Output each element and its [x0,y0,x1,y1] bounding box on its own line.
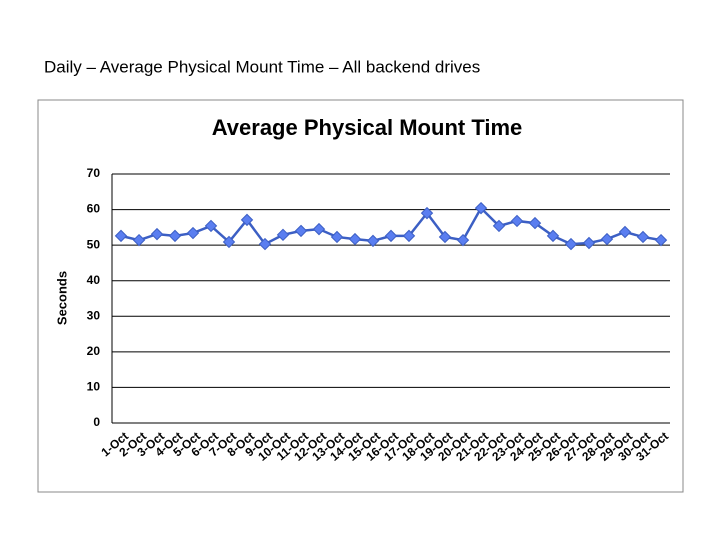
data-point [564,237,578,251]
y-tick-label: 0 [93,415,100,429]
y-tick-label: 40 [87,273,101,287]
data-point [240,213,254,227]
data-point [132,233,146,247]
y-tick-label: 20 [87,344,101,358]
data-point [492,219,506,233]
data-point [546,229,560,243]
y-tick-label: 70 [87,166,101,180]
y-axis-label: Seconds [54,271,69,325]
data-point [420,206,434,220]
data-point [456,233,470,247]
data-point [600,232,614,246]
y-tick-label: 50 [87,237,101,251]
chart-frame [37,99,684,493]
data-point [510,214,524,228]
data-point [114,229,128,243]
data-point [474,201,488,215]
data-point [582,236,596,250]
data-point [402,229,416,243]
data-point [618,225,632,239]
y-tick-label: 10 [87,380,101,394]
data-point [204,219,218,233]
y-tick-label: 30 [87,308,101,322]
data-point [366,234,380,248]
data-point [258,237,272,251]
data-point [384,229,398,243]
data-point [330,230,344,244]
chart-title: Average Physical Mount Time [212,115,523,140]
data-point [150,227,164,241]
data-point [294,224,308,238]
data-point [222,235,236,249]
data-point [276,228,290,242]
data-point [186,226,200,240]
data-point [636,230,650,244]
data-point [528,216,542,230]
y-tick-label: 60 [87,202,101,216]
page-heading: Daily – Average Physical Mount Time – Al… [44,57,480,76]
data-point [168,229,182,243]
data-point [654,233,668,247]
data-point [312,222,326,236]
data-point [348,232,362,246]
data-point [438,230,452,244]
